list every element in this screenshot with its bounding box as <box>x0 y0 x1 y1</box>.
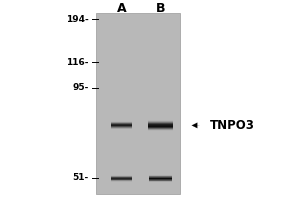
Bar <box>148 126 173 127</box>
Bar <box>148 129 173 130</box>
Bar <box>149 180 172 181</box>
Bar <box>112 180 132 181</box>
Bar <box>148 121 173 122</box>
Bar <box>111 123 132 124</box>
Bar <box>112 176 132 177</box>
Bar <box>112 175 132 176</box>
Bar <box>112 176 132 177</box>
Bar <box>111 125 132 126</box>
Bar <box>148 128 173 129</box>
Bar <box>111 124 132 125</box>
Bar <box>149 175 172 176</box>
Bar <box>148 128 173 129</box>
Text: TNPO3: TNPO3 <box>210 119 255 132</box>
Bar <box>112 177 132 178</box>
Bar <box>111 122 132 123</box>
Text: 116-: 116- <box>66 58 89 67</box>
Bar <box>148 123 173 124</box>
Bar <box>148 125 173 126</box>
Bar <box>148 120 173 121</box>
Bar <box>112 178 132 179</box>
Bar <box>149 178 172 179</box>
Bar <box>148 126 173 127</box>
Bar <box>112 178 132 179</box>
Bar <box>148 124 173 125</box>
Bar <box>148 126 173 127</box>
Bar <box>96 13 180 194</box>
Bar <box>111 123 132 124</box>
Bar <box>149 181 172 182</box>
Bar <box>149 176 172 177</box>
Bar <box>112 181 132 182</box>
Text: 51-: 51- <box>73 173 89 182</box>
Text: B: B <box>156 2 165 15</box>
Bar <box>111 125 132 126</box>
Bar <box>111 121 132 122</box>
Bar <box>148 125 173 126</box>
Bar <box>112 180 132 181</box>
Bar <box>149 179 172 180</box>
Bar <box>111 124 132 125</box>
Bar <box>149 176 172 177</box>
Bar <box>148 130 173 131</box>
Bar <box>148 122 173 123</box>
Bar <box>148 123 173 124</box>
Bar <box>111 127 132 128</box>
Bar <box>111 124 132 125</box>
Bar <box>148 124 173 125</box>
Bar <box>112 179 132 180</box>
Bar <box>149 179 172 180</box>
Bar <box>112 181 132 182</box>
Bar <box>112 178 132 179</box>
Bar <box>148 121 173 122</box>
Bar <box>149 181 172 182</box>
Bar <box>111 127 132 128</box>
Bar <box>111 128 132 129</box>
Bar <box>112 179 132 180</box>
Bar <box>149 177 172 178</box>
Bar <box>149 177 172 178</box>
Bar <box>111 126 132 127</box>
Bar <box>149 178 172 179</box>
Bar <box>112 179 132 180</box>
Bar <box>112 177 132 178</box>
Bar <box>111 128 132 129</box>
Bar <box>111 125 132 126</box>
Bar <box>148 127 173 128</box>
Bar <box>111 122 132 123</box>
Bar <box>148 127 173 128</box>
Text: 95-: 95- <box>72 83 89 92</box>
Bar <box>111 122 132 123</box>
Bar <box>148 129 173 130</box>
Bar <box>149 175 172 176</box>
Bar <box>148 129 173 130</box>
Bar <box>148 122 173 123</box>
Text: 194-: 194- <box>66 15 89 24</box>
Bar <box>149 180 172 181</box>
Bar <box>148 127 173 128</box>
Bar <box>148 128 173 129</box>
Bar <box>149 180 172 181</box>
Bar <box>149 176 172 177</box>
Bar <box>111 126 132 127</box>
Text: A: A <box>117 2 126 15</box>
Bar <box>112 176 132 177</box>
Bar <box>112 177 132 178</box>
Bar <box>149 178 172 179</box>
Bar <box>111 123 132 124</box>
